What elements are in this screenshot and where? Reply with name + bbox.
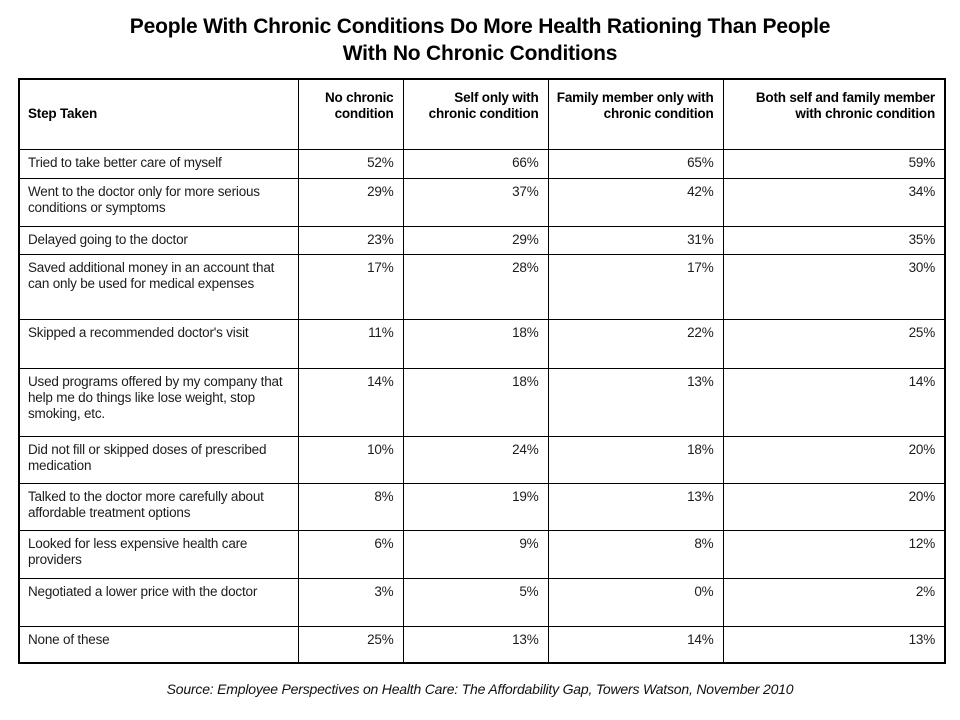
value-cell: 2% [722, 577, 946, 627]
value-cell: 29% [297, 177, 404, 227]
value-cell: 13% [722, 625, 946, 664]
value-cell: 19% [402, 482, 549, 531]
value-cell: 35% [722, 225, 946, 255]
step-cell: Delayed going to the doctor [18, 225, 299, 255]
value-cell: 5% [402, 577, 549, 627]
table-row: Saved additional money in an account tha… [18, 253, 946, 320]
step-cell: Talked to the doctor more carefully abou… [18, 482, 299, 531]
value-cell: 25% [722, 318, 946, 369]
value-cell: 31% [547, 225, 724, 255]
title-line-2: With No Chronic Conditions [342, 42, 618, 65]
value-cell: 23% [297, 225, 404, 255]
source-citation: Source: Employee Perspectives on Health … [166, 681, 794, 697]
value-cell: 13% [547, 367, 724, 437]
table-row: Went to the doctor only for more serious… [18, 177, 946, 227]
column-header-step: Step Taken [18, 78, 299, 150]
value-cell: 24% [402, 435, 549, 484]
value-cell: 22% [547, 318, 724, 369]
value-cell: 14% [722, 367, 946, 437]
value-cell: 18% [547, 435, 724, 484]
step-cell: Tried to take better care of myself [18, 148, 299, 179]
table-row: Looked for less expensive health care pr… [18, 529, 946, 579]
value-cell: 9% [402, 529, 549, 579]
value-cell: 14% [547, 625, 724, 664]
value-cell: 34% [722, 177, 946, 227]
value-cell: 6% [297, 529, 404, 579]
health-rationing-table: Step Taken No chronic condition Self only … [18, 78, 946, 664]
value-cell: 30% [722, 253, 946, 320]
value-cell: 25% [297, 625, 404, 664]
value-cell: 8% [297, 482, 404, 531]
table-row: Talked to the doctor more carefully abou… [18, 482, 946, 531]
step-cell: Saved additional money in an account tha… [18, 253, 299, 320]
value-cell: 3% [297, 577, 404, 627]
value-cell: 20% [722, 482, 946, 531]
value-cell: 13% [547, 482, 724, 531]
table-row: Delayed going to the doctor 23% 29% 31% 35% [18, 225, 946, 255]
table-row: None of these 25% 13% 14% 13% [18, 625, 946, 664]
value-cell: 65% [547, 148, 724, 179]
value-cell: 14% [297, 367, 404, 437]
value-cell: 18% [402, 318, 549, 369]
column-header: No chronic condition [297, 78, 404, 150]
step-cell: Went to the doctor only for more serious… [18, 177, 299, 227]
value-cell: 42% [547, 177, 724, 227]
step-cell: None of these [18, 625, 299, 664]
table-row: Did not fill or skipped doses of prescri… [18, 435, 946, 484]
step-cell: Used programs offered by my company that… [18, 367, 299, 437]
value-cell: 28% [402, 253, 549, 320]
value-cell: 18% [402, 367, 549, 437]
value-cell: 12% [722, 529, 946, 579]
column-header: Self only with chronic condition [402, 78, 549, 150]
page-title: People With Chronic Conditions Do More H… [40, 13, 920, 67]
value-cell: 17% [547, 253, 724, 320]
value-cell: 29% [402, 225, 549, 255]
step-cell: Skipped a recommended doctor's visit [18, 318, 299, 369]
step-cell: Negotiated a lower price with the doctor [18, 577, 299, 627]
value-cell: 52% [297, 148, 404, 179]
value-cell: 0% [547, 577, 724, 627]
value-cell: 66% [402, 148, 549, 179]
table-row: Tried to take better care of myself 52% 66… [18, 148, 946, 179]
step-cell: Looked for less expensive health care pr… [18, 529, 299, 579]
column-header: Both self and family member with chronic… [722, 78, 946, 150]
value-cell: 13% [402, 625, 549, 664]
value-cell: 8% [547, 529, 724, 579]
table-row: Skipped a recommended doctor's visit 11% 1… [18, 318, 946, 369]
value-cell: 10% [297, 435, 404, 484]
table-body: Tried to take better care of myself 52% 66… [18, 148, 946, 664]
value-cell: 11% [297, 318, 404, 369]
value-cell: 17% [297, 253, 404, 320]
value-cell: 20% [722, 435, 946, 484]
table-row: Used programs offered by my company that… [18, 367, 946, 437]
column-header: Family member only with chronic conditio… [547, 78, 724, 150]
header-row: Step Taken No chronic condition Self only … [18, 78, 946, 150]
title-line-1: People With Chronic Conditions Do More H… [129, 15, 831, 38]
value-cell: 59% [722, 148, 946, 179]
value-cell: 37% [402, 177, 549, 227]
step-cell: Did not fill or skipped doses of prescri… [18, 435, 299, 484]
table-row: Negotiated a lower price with the doctor… [18, 577, 946, 627]
